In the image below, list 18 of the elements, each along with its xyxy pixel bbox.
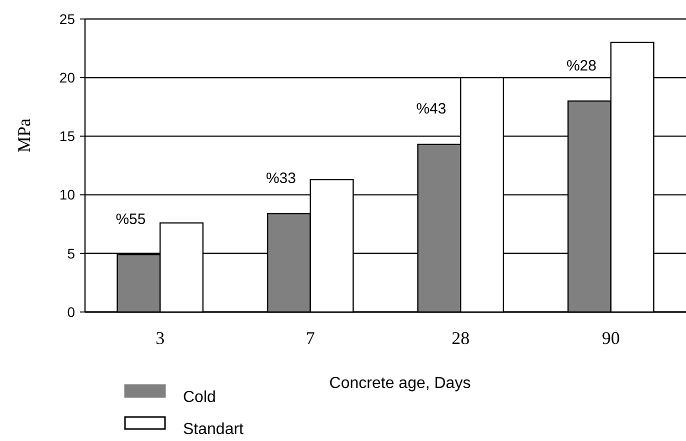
x-tick-label: 90 (602, 328, 620, 348)
y-tick-label: 20 (59, 70, 76, 86)
y-tick-label: 5 (67, 245, 76, 262)
legend-label: Standart (183, 421, 244, 438)
annotation: %28 (566, 57, 596, 74)
legend-label: Cold (183, 389, 216, 406)
y-tick-label: 0 (67, 304, 76, 320)
y-tick-label: 10 (59, 186, 76, 203)
x-tick-label: 3 (156, 328, 165, 348)
x-axis-title: Concrete age, Days (329, 375, 471, 392)
y-axis-title: MPa (14, 118, 34, 153)
annotation: %43 (416, 100, 446, 118)
annotation: %55 (116, 210, 146, 228)
x-tick-label: 28 (452, 328, 470, 348)
y-tick-label: 15 (59, 128, 76, 144)
x-tick-label: 7 (306, 328, 315, 348)
y-tick-label: 25 (59, 10, 76, 27)
annotation: %33 (266, 170, 296, 187)
